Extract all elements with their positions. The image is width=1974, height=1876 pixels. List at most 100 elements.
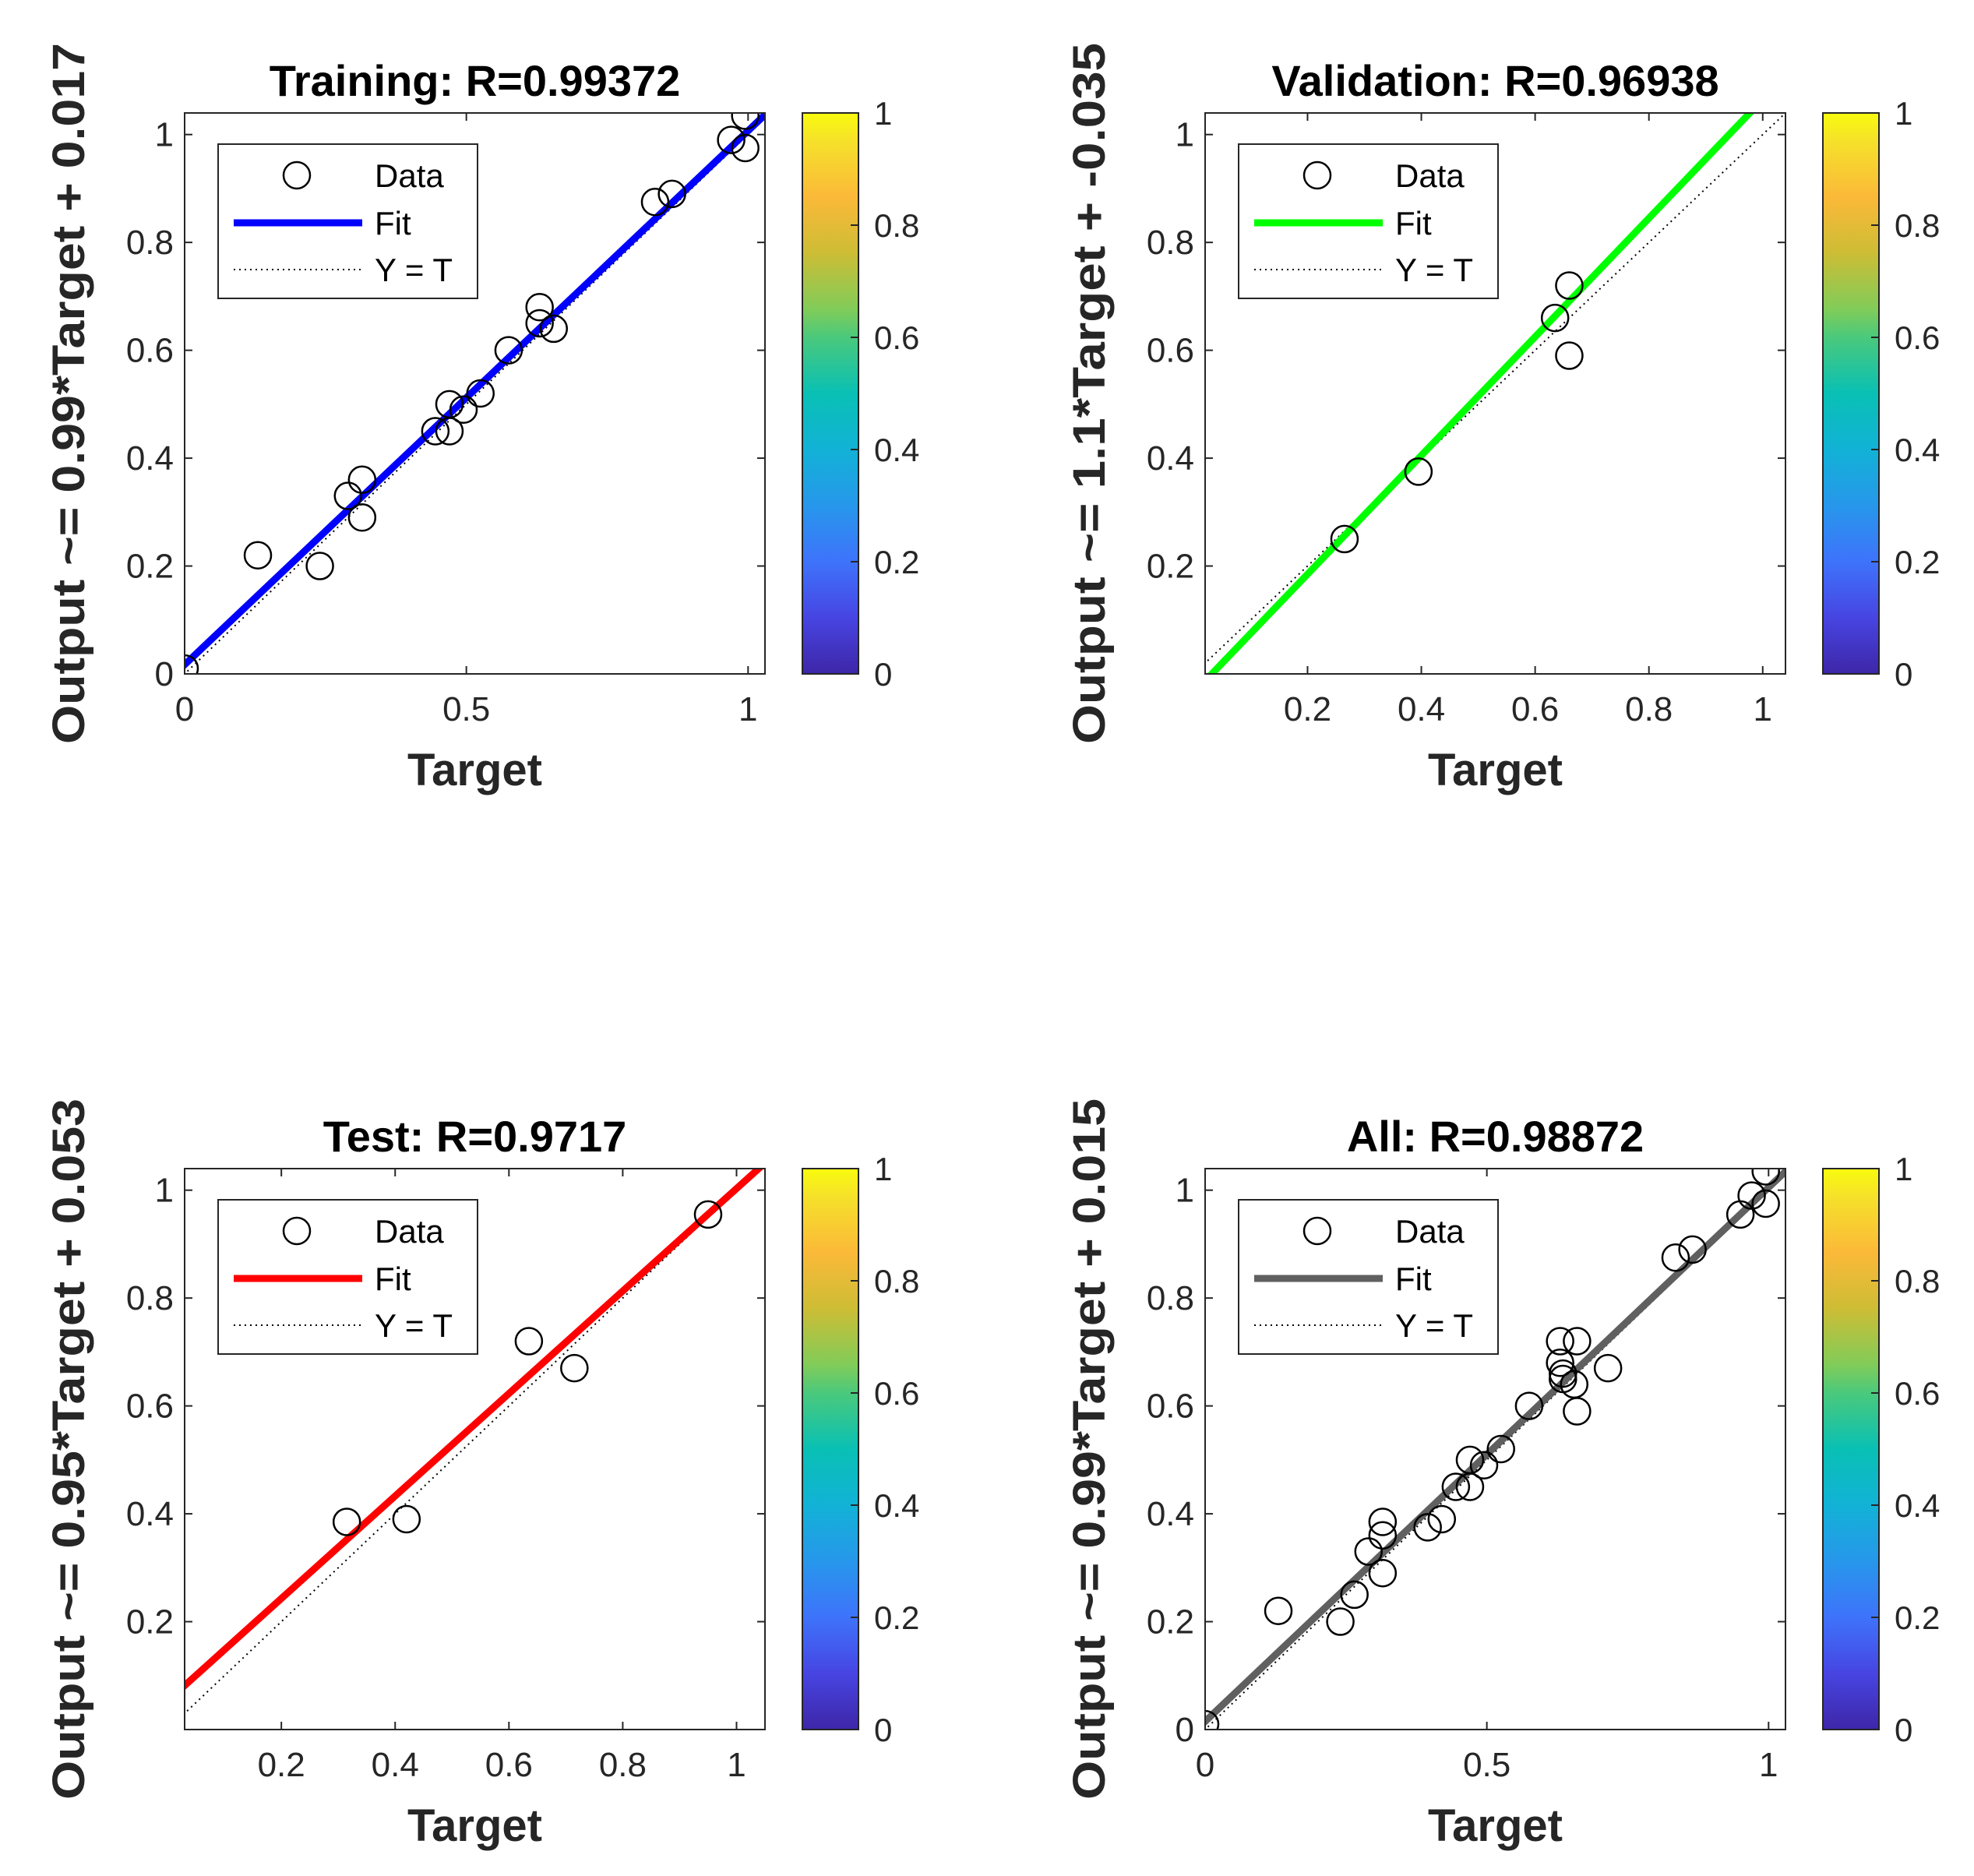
colorbar-tick-label: 0.8	[1895, 207, 1940, 244]
legend-ideal-label: Y = T	[1395, 1307, 1473, 1344]
data-point	[657, 179, 686, 209]
y-tick-label: 0.2	[126, 548, 174, 586]
data-point	[1546, 1327, 1574, 1356]
colorbar-tick-label: 0.4	[874, 432, 919, 468]
x-axis-label: Target	[1428, 1800, 1563, 1851]
x-tick-label: 0.2	[1284, 690, 1331, 728]
colorbar-tick-label: 0.8	[874, 207, 919, 244]
colorbar-tick-label: 0	[874, 656, 892, 693]
y-tick-label: 0.8	[126, 1279, 174, 1317]
y-tick-label: 0.2	[1147, 548, 1194, 586]
data-point	[435, 417, 464, 446]
fit-line	[185, 113, 765, 670]
x-tick-label: 1	[738, 690, 757, 728]
chart-title: Test: R=0.9717	[323, 1112, 627, 1161]
legend-ideal-label: Y = T	[375, 1307, 453, 1344]
data-point	[1555, 271, 1584, 300]
y-axis-label: Output ~= 0.95*Target + 0.053	[44, 1098, 94, 1800]
chart-title: Training: R=0.99372	[270, 56, 681, 105]
data-point	[1563, 1397, 1592, 1426]
data-point	[185, 654, 199, 674]
y-tick-label: 0.2	[1147, 1603, 1194, 1642]
plot-content	[185, 1169, 764, 1715]
plot-border	[184, 1168, 766, 1730]
colorbar-tick-label: 0.6	[874, 1375, 919, 1412]
data-point	[539, 314, 569, 344]
data-point	[1751, 1189, 1780, 1218]
y-tick-label: 1	[155, 1172, 174, 1210]
chart-title: Validation: R=0.96938	[1271, 56, 1718, 105]
legend-fit-label: Fit	[375, 1261, 411, 1297]
legend-data-marker	[282, 1216, 312, 1246]
data-point	[1678, 1235, 1707, 1264]
data-point	[731, 133, 760, 163]
y-tick-label: 0.4	[126, 439, 174, 478]
data-point	[1737, 1181, 1766, 1210]
legend-ideal-label: Y = T	[1395, 252, 1473, 288]
data-point	[1326, 1607, 1355, 1636]
colorbar-tick-label: 0.2	[1895, 1599, 1940, 1636]
y-tick-label: 0.6	[1147, 332, 1194, 370]
colorbar-tick-label: 0.2	[1895, 544, 1940, 580]
data-point	[1368, 1558, 1398, 1588]
legend-ideal-label: Y = T	[375, 252, 453, 288]
fit-line	[185, 1169, 764, 1691]
x-tick-label: 0	[175, 690, 194, 728]
legend-data-label: Data	[375, 1213, 444, 1250]
data-point	[1549, 1359, 1577, 1388]
plot-border	[1204, 112, 1786, 675]
plot-border	[1204, 1168, 1786, 1730]
y-tick-label: 0	[155, 655, 174, 693]
y-tick-label: 0.4	[126, 1495, 174, 1533]
colorbar-tick-label: 0	[1895, 656, 1912, 693]
y-tick-label: 0.6	[126, 1388, 174, 1426]
colorbar-tick-label: 0.6	[1895, 319, 1940, 356]
colorbar-tick-label: 0.2	[874, 544, 919, 580]
plot-content	[185, 113, 765, 674]
data-point	[305, 552, 334, 580]
data-point	[1661, 1243, 1690, 1272]
fit-line	[1205, 1169, 1785, 1726]
data-point	[494, 336, 523, 365]
data-point	[560, 1353, 589, 1383]
plot-border	[184, 112, 766, 675]
colorbar	[802, 112, 859, 675]
data-point	[421, 417, 450, 446]
data-point	[514, 1327, 544, 1356]
x-axis-label: Target	[1428, 745, 1563, 795]
legend-fit-label: Fit	[1395, 205, 1432, 242]
colorbar-tick-label: 0.4	[874, 1487, 919, 1524]
data-point	[640, 187, 670, 217]
data-point	[693, 1200, 723, 1229]
fit-line	[1207, 113, 1755, 674]
x-tick-label: 0.8	[599, 1746, 647, 1784]
x-tick-label: 0	[1196, 1746, 1214, 1784]
y-tick-label: 0.4	[1147, 439, 1194, 478]
colorbar-tick-label: 0.8	[1895, 1263, 1940, 1299]
x-tick-label: 0.5	[1463, 1746, 1510, 1784]
y-tick-label: 0	[1176, 1711, 1194, 1749]
data-point	[1555, 341, 1584, 370]
colorbar-tick-label: 0.4	[1895, 1487, 1940, 1524]
data-point	[1413, 1513, 1442, 1542]
data-point	[332, 1508, 361, 1536]
colorbar-tick-label: 1	[1895, 95, 1912, 132]
regression-panel-2: 0.2 0.4 0.6 0.8 1 0.2 0.4 0.6 0.8 1 Validation: R=…	[1064, 43, 1940, 795]
data-point	[1340, 1580, 1369, 1610]
data-point	[1330, 524, 1359, 554]
data-point	[1455, 1472, 1485, 1501]
data-point	[347, 503, 377, 532]
x-tick-label: 0.8	[1625, 690, 1673, 728]
y-tick-label: 1	[155, 116, 174, 154]
colorbar-tick-label: 0	[874, 1712, 892, 1748]
y-tick-label: 1	[1176, 116, 1194, 154]
colorbar-tick-label: 0.2	[874, 1599, 919, 1636]
data-point	[1264, 1596, 1293, 1625]
x-tick-label: 0.6	[1511, 690, 1559, 728]
colorbar	[1822, 112, 1880, 675]
legend-data-label: Data	[1395, 157, 1465, 194]
colorbar	[1822, 1168, 1880, 1730]
y-axis-label: Output ~= 0.99*Target + 0.015	[1064, 1098, 1115, 1800]
data-point	[1751, 1169, 1780, 1186]
